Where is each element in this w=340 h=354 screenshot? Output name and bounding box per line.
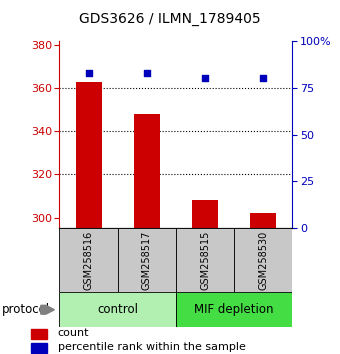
Point <box>86 70 91 75</box>
Text: count: count <box>57 328 89 338</box>
Bar <box>234 228 292 292</box>
Text: GSM258516: GSM258516 <box>84 230 94 290</box>
Text: GDS3626 / ILMN_1789405: GDS3626 / ILMN_1789405 <box>79 12 261 27</box>
Bar <box>59 228 118 292</box>
Bar <box>176 228 234 292</box>
Text: MIF depletion: MIF depletion <box>194 303 274 316</box>
Point <box>260 75 266 81</box>
Bar <box>250 213 276 228</box>
Text: GSM258515: GSM258515 <box>200 230 210 290</box>
Text: control: control <box>97 303 138 316</box>
Point <box>144 70 150 75</box>
Bar <box>59 292 176 327</box>
Text: percentile rank within the sample: percentile rank within the sample <box>57 342 245 352</box>
Bar <box>192 200 218 228</box>
Bar <box>31 329 47 339</box>
Bar <box>75 82 102 228</box>
Bar <box>31 343 47 353</box>
Text: GSM258517: GSM258517 <box>142 230 152 290</box>
Bar <box>134 114 160 228</box>
Point <box>202 75 208 81</box>
Text: GSM258530: GSM258530 <box>258 230 268 290</box>
Bar <box>176 292 292 327</box>
Text: protocol: protocol <box>2 303 50 316</box>
Bar <box>118 228 176 292</box>
